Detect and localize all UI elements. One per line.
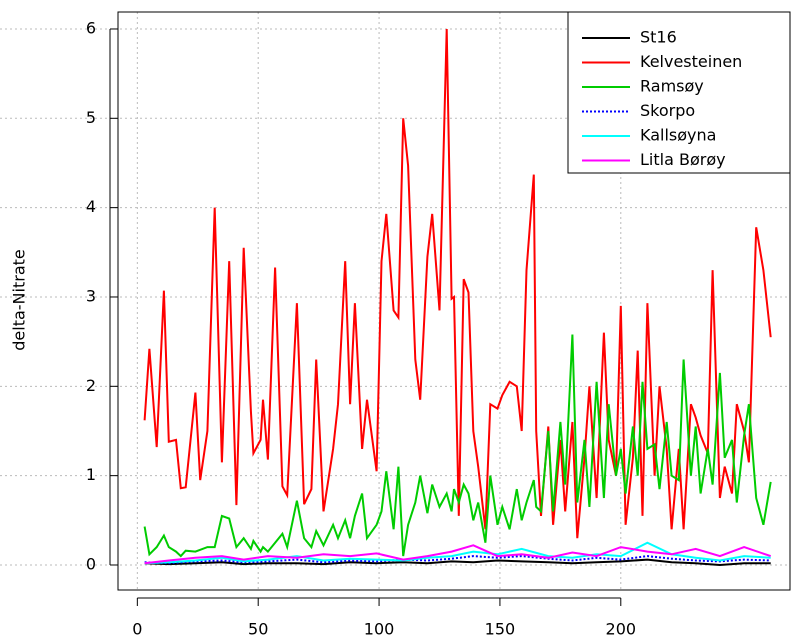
x-tick-label: 100 bbox=[364, 620, 395, 639]
series-line bbox=[143, 334, 772, 558]
y-tick-label: 1 bbox=[86, 465, 96, 484]
y-tick-label: 6 bbox=[86, 18, 96, 37]
legend-label: Kallsøyna bbox=[640, 126, 716, 145]
x-tick-label: 150 bbox=[485, 620, 516, 639]
legend-label: Litla Børøy bbox=[640, 150, 726, 169]
series-line bbox=[144, 544, 772, 565]
plot-frame bbox=[117, 11, 791, 591]
series-line bbox=[144, 558, 771, 567]
y-tick-label: 5 bbox=[86, 108, 96, 127]
x-tick-label: 0 bbox=[132, 620, 142, 639]
legend-label: Kelvesteinen bbox=[640, 52, 742, 71]
x-tick-label: 200 bbox=[606, 620, 637, 639]
legend-label: Skorpo bbox=[640, 101, 695, 120]
series-line bbox=[144, 555, 771, 565]
series-line bbox=[143, 28, 772, 539]
x-tick-label: 50 bbox=[248, 620, 268, 639]
series-line bbox=[144, 541, 771, 565]
y-axis-label: delta-Nitrate bbox=[10, 249, 29, 350]
legend-label: Ramsøy bbox=[640, 77, 704, 96]
y-tick-label: 0 bbox=[86, 554, 96, 573]
legend-label: St16 bbox=[640, 28, 677, 47]
y-tick-label: 2 bbox=[86, 376, 96, 395]
y-tick-label: 3 bbox=[86, 286, 96, 305]
y-tick-label: 4 bbox=[86, 197, 96, 216]
